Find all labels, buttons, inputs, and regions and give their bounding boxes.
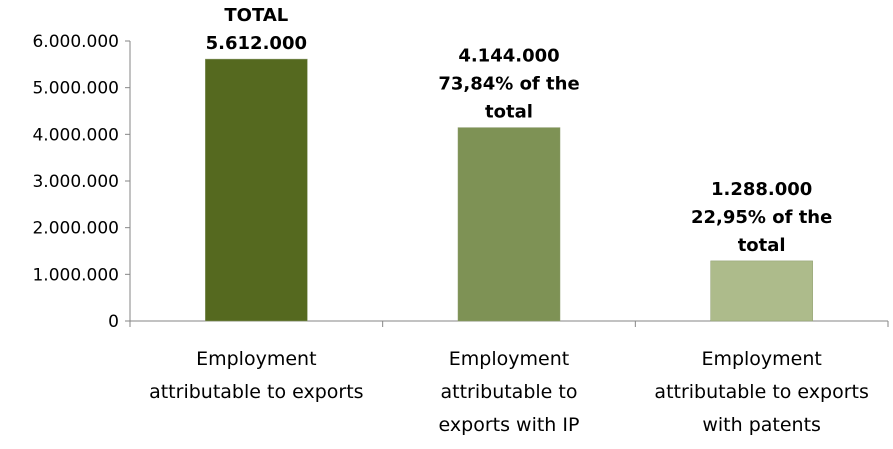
y-tick-label: 4.000.000: [32, 125, 119, 145]
category-label: attributable to: [441, 381, 578, 403]
bar: [205, 58, 308, 322]
y-tick-label: 6.000.000: [32, 32, 119, 52]
data-label: TOTAL: [224, 5, 288, 26]
data-label: 4.144.000: [458, 46, 559, 67]
y-tick-label: 0: [108, 312, 119, 332]
y-tick-label: 2.000.000: [32, 219, 119, 239]
category-label: Employment: [449, 348, 569, 370]
data-label: total: [485, 102, 533, 123]
bar: [457, 127, 561, 322]
bar: [710, 260, 813, 322]
y-tick-label: 5.000.000: [32, 79, 119, 99]
category-label: Employment: [701, 348, 821, 370]
category-label: attributable to exports: [149, 381, 363, 403]
category-label: attributable to exports: [654, 381, 868, 403]
y-tick-label: 3.000.000: [32, 172, 119, 192]
category-label: Employment: [196, 348, 316, 370]
data-label: total: [738, 235, 786, 256]
data-label: 5.612.000: [206, 33, 307, 54]
category-label: with patents: [702, 414, 821, 436]
y-tick-label: 1.000.000: [32, 265, 119, 285]
data-label: 73,84% of the: [438, 74, 579, 95]
data-label: 1.288.000: [711, 179, 812, 200]
data-label: 22,95% of the: [691, 207, 832, 228]
category-label: exports with IP: [439, 414, 580, 436]
